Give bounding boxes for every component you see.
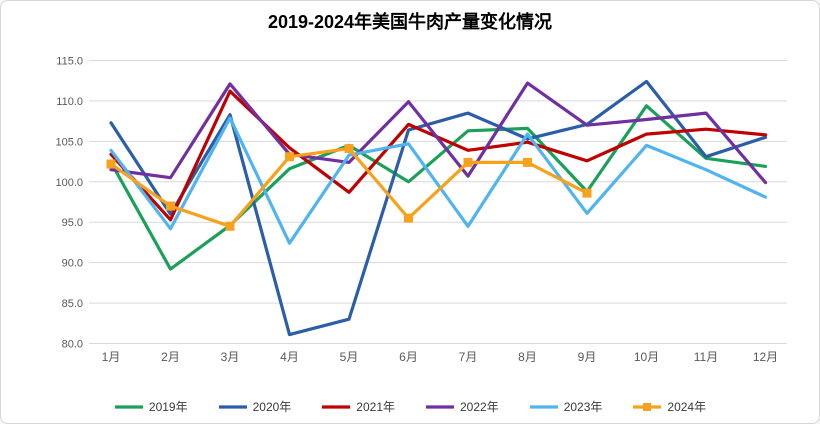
series-2022年 [109, 81, 768, 185]
data-point-marker [166, 201, 175, 211]
x-tick-label: 1月 [102, 350, 121, 364]
data-point-marker [404, 213, 413, 223]
series-2024年 [106, 144, 592, 231]
legend-line-swatch [218, 404, 247, 409]
y-tick-label: 105.0 [55, 136, 83, 148]
x-tick-label: 10月 [634, 350, 659, 364]
x-tick-label: 7月 [459, 350, 478, 364]
y-axis-tick-labels: 115.0 110.0 105.0 100.0 95.0 90.0 85.0 80.0 [55, 56, 83, 351]
legend-label: 2024年 [667, 400, 707, 414]
legend-square-marker [643, 402, 652, 411]
series-2023年 [109, 116, 768, 245]
data-point-marker [225, 221, 235, 231]
data-point-marker [106, 159, 116, 169]
gridlines [89, 60, 787, 344]
y-tick-label: 110.0 [56, 96, 83, 108]
data-point-marker [285, 152, 294, 162]
legend-label: 2020年 [252, 400, 292, 414]
data-point-marker [344, 144, 354, 154]
legend-line-swatch [114, 404, 143, 409]
y-tick-label: 115.0 [56, 56, 83, 68]
y-tick-label: 85.0 [62, 298, 83, 310]
data-point-marker [523, 157, 532, 167]
legend-item-2019年: 2019年 [114, 398, 188, 415]
legend-item-2020年: 2020年 [218, 398, 292, 415]
x-tick-label: 2月 [161, 350, 180, 364]
series-2019年 [109, 104, 768, 271]
x-tick-label: 11月 [694, 350, 718, 364]
legend-line-swatch [322, 404, 351, 409]
x-tick-label: 8月 [518, 350, 537, 364]
series-line [109, 104, 768, 271]
series-2020年 [109, 79, 768, 337]
chart-title: 2019-2024年美国牛肉产量变化情况 [267, 12, 553, 32]
legend-item-2021年: 2021年 [321, 398, 395, 415]
legend-line-swatch [529, 404, 558, 409]
legend-label: 2022年 [460, 400, 499, 414]
y-tick-label: 80.0 [62, 339, 83, 351]
x-tick-label: 9月 [578, 350, 597, 364]
legend-line-swatch [633, 402, 662, 411]
chart-legend: 2019年 2020年 2021年 2022年 2023年 2024年 [1, 398, 819, 415]
series-line [109, 81, 768, 185]
legend-label: 2021年 [356, 400, 395, 414]
y-tick-label: 95.0 [62, 217, 83, 229]
series-line [109, 79, 768, 337]
x-tick-label: 3月 [221, 350, 240, 364]
series-line [109, 116, 768, 245]
x-tick-label: 6月 [399, 350, 418, 364]
x-axis-tick-labels: 1月 2月 3月 4月 5月 6月 7月 8月 9月 10月 11月 12月 [102, 350, 779, 364]
data-point-marker [463, 157, 473, 167]
legend-item-2023年: 2023年 [529, 398, 603, 415]
y-tick-label: 100.0 [55, 177, 83, 189]
x-tick-label: 5月 [340, 350, 359, 364]
legend-label: 2023年 [563, 400, 603, 414]
x-tick-label: 12月 [753, 350, 778, 364]
legend-label: 2019年 [148, 400, 188, 414]
legend-line-swatch [426, 404, 454, 409]
data-point-marker [582, 188, 592, 198]
x-tick-label: 4月 [280, 350, 299, 364]
legend-item-2022年: 2022年 [425, 398, 499, 415]
y-tick-label: 90.0 [62, 258, 83, 270]
legend-item-2024年: 2024年 [632, 398, 706, 415]
